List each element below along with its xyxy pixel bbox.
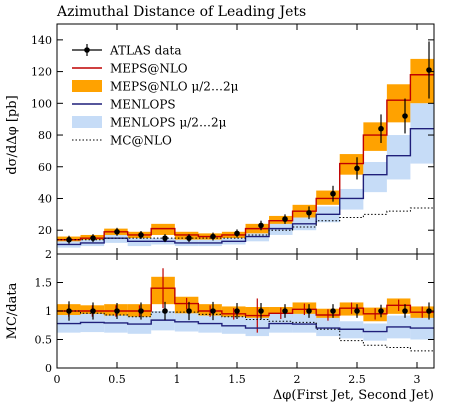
ratio-data-point-13 — [378, 308, 384, 314]
ratio-data-point-2 — [114, 308, 120, 314]
main-data-point-11 — [330, 190, 336, 197]
x-tick-label-3: 1.5 — [228, 373, 246, 386]
legend-swatch-menlops-2-2- — [72, 116, 102, 128]
x-tick-label-5: 2.5 — [348, 373, 366, 386]
ratio-line-mc-nlo — [57, 310, 435, 352]
legend-label-meps-nlo: MEPS@NLO — [110, 62, 188, 76]
ratio-plot: 0 0.5 1 1.5 2 0 0.5 1 1.5 2 2.5 3 — [35, 248, 435, 386]
main-y-tick-label-1: 40 — [38, 192, 52, 205]
main-y-tick-label-5: 120 — [31, 66, 52, 79]
ratio-line-meps-nlo — [57, 287, 435, 317]
main-data-point-7 — [234, 230, 240, 237]
x-tick-label-0: 0 — [54, 373, 61, 386]
legend: ATLAS data MEPS@NLO MEPS@NLO μ/2…2μ MENLOPS… — [72, 44, 239, 148]
legend-swatch-meps-nlo-2-2- — [72, 80, 102, 92]
main-band-0-bin-5 — [174, 231, 199, 240]
main-data-point-10 — [306, 209, 312, 216]
main-y-tick-label-6: 140 — [31, 34, 52, 47]
ratio-data-point-3 — [138, 308, 144, 314]
ratio-data-point-9 — [282, 308, 288, 314]
main-y-tick-label-2: 60 — [38, 161, 52, 174]
main-data-point-5 — [186, 235, 192, 241]
main-band-0-bin-13 — [363, 122, 387, 151]
legend-label-menlops-2-2-: MENLOPS μ/2…2μ — [110, 116, 227, 130]
main-band-1-bin-13 — [363, 162, 387, 193]
main-band-0-bin-4 — [151, 223, 175, 235]
main-data-point-14 — [402, 113, 408, 119]
main-line-menlops — [57, 127, 435, 246]
x-tick-label-4: 2 — [294, 373, 301, 386]
legend-label-mc-nlo: MC@NLO — [110, 134, 172, 148]
main-band-1-bin-15 — [410, 103, 435, 164]
main-band-1-bin-12 — [339, 188, 364, 210]
ratio-data-point-0 — [66, 308, 72, 314]
main-line-meps-nlo — [57, 74, 435, 241]
x-axis-label: Δφ(First Jet, Second Jet) — [273, 388, 434, 403]
chart-title: Azimuthal Distance of Leading Jets — [56, 4, 306, 20]
main-data-point-12 — [354, 165, 360, 172]
main-data-point-3 — [138, 232, 144, 238]
main-data-point-8 — [258, 222, 264, 229]
ratio-y-tick-label-2: 1 — [45, 305, 52, 318]
main-band-1-bin-2 — [104, 234, 128, 243]
x-tick-label-2: 1 — [174, 373, 181, 386]
x-tick-label-6: 3 — [414, 373, 421, 386]
main-data-point-2 — [114, 228, 120, 235]
ratio-data-point-11 — [330, 308, 336, 314]
ratio-band-1-bin-11 — [316, 317, 340, 337]
legend-swatch-dot-atlas-data — [84, 47, 90, 53]
ratio-y-tick-label-0: 0 — [45, 362, 52, 375]
main-y-tick-label-0: 20 — [38, 224, 52, 237]
main-data-point-4 — [162, 235, 168, 241]
main-band-1-bin-3 — [127, 238, 152, 247]
legend-label-menlops: MENLOPS — [110, 98, 176, 112]
ratio-line-menlops — [57, 319, 435, 333]
main-band-0-bin-11 — [316, 190, 340, 205]
main-band-0-bin-12 — [339, 154, 364, 175]
ratio-band-1-bin-10 — [292, 313, 317, 333]
ratio-band-1-bin-2 — [104, 315, 128, 333]
main-data-point-0 — [66, 236, 72, 243]
legend-label-meps-nlo-2-2-: MEPS@NLO μ/2…2μ — [110, 80, 239, 94]
main-data-point-13 — [378, 125, 384, 132]
main-data-point-9 — [282, 216, 288, 222]
legend-label-atlas-data: ATLAS data — [109, 44, 182, 58]
main-band-1-bin-9 — [269, 223, 293, 235]
main-y-axis-label: dσ/dΔφ [pb] — [5, 95, 20, 174]
ratio-data-point-6 — [210, 308, 216, 314]
ratio-data-point-5 — [186, 308, 192, 314]
main-y-tick-label-4: 100 — [31, 97, 52, 110]
ratio-data-point-4 — [162, 308, 168, 314]
main-data-point-1 — [90, 235, 96, 241]
ratio-data-point-1 — [90, 308, 96, 314]
main-line-mc-nlo — [57, 207, 435, 241]
ratio-data-point-7 — [234, 308, 240, 314]
main-band-1-bin-14 — [386, 135, 411, 180]
ratio-data-point-10 — [306, 308, 312, 314]
main-y-tick-label-3: 80 — [38, 129, 52, 142]
ratio-data-point-8 — [258, 308, 264, 314]
x-tick-label-1: 0.5 — [108, 373, 126, 386]
ratio-y-axis-label: MC/data — [5, 282, 20, 339]
main-data-point-6 — [210, 233, 216, 240]
ratio-y-tick-label-3: 1.5 — [35, 277, 53, 290]
ratio-y-tick-label-top: 2 — [45, 248, 52, 261]
ratio-band-1-bin-3 — [127, 316, 152, 334]
main-band-0-bin-15 — [410, 58, 435, 104]
ratio-data-point-14 — [402, 308, 408, 314]
ratio-data-point-12 — [354, 308, 360, 314]
main-plot: 20 40 60 80 100 120 140 — [31, 23, 435, 255]
main-band-1-bin-8 — [245, 233, 270, 242]
ratio-y-tick-label-1: 0.5 — [35, 334, 53, 347]
